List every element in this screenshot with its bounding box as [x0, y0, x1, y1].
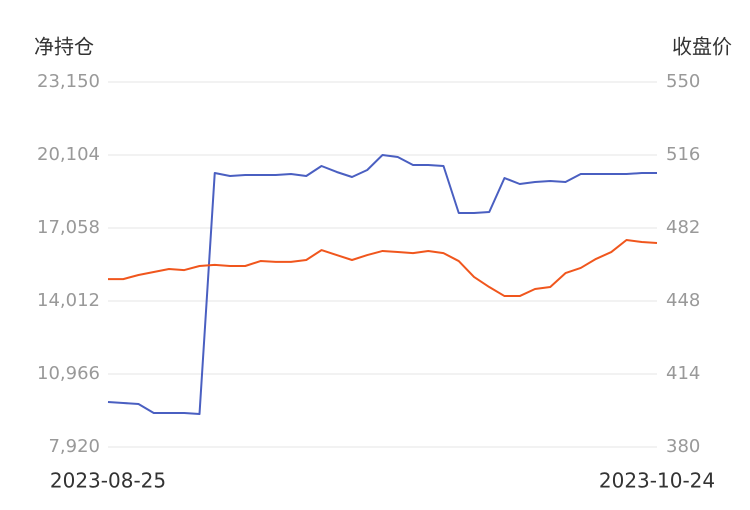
x-tick-label: 2023-08-25	[50, 469, 166, 493]
x-tick-label: 2023-10-24	[599, 469, 715, 493]
y-tick-label: 20,104	[37, 144, 100, 165]
y-tick-label: 23,150	[37, 71, 100, 92]
y-tick-label: 10,966	[37, 363, 100, 384]
y-tick-label: 7,920	[48, 436, 100, 457]
y-tick-label: 17,058	[37, 217, 100, 238]
y2-tick-label: 414	[666, 363, 700, 384]
y-axis-title: 净持仓	[34, 35, 94, 59]
y2-tick-label: 380	[666, 436, 700, 457]
y2-tick-label: 550	[666, 71, 700, 92]
y2-tick-label: 516	[666, 144, 700, 165]
y-tick-label: 14,012	[37, 290, 100, 311]
y2-tick-label: 482	[666, 217, 700, 238]
y2-axis-title: 收盘价	[672, 35, 732, 59]
series-line	[108, 239, 658, 298]
y2-tick-label: 448	[666, 290, 700, 311]
series-line	[107, 154, 657, 415]
